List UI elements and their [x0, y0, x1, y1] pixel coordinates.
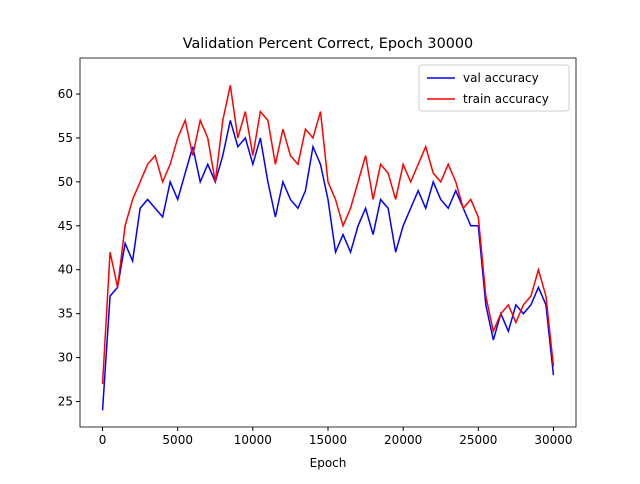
x-tick-label: 0 [99, 433, 107, 447]
y-tick-label: 60 [58, 87, 73, 101]
line-series [101, 85, 555, 384]
x-tick-label: 15000 [309, 433, 347, 447]
y-tick-label: 55 [58, 131, 73, 145]
x-tick-label: 20000 [384, 433, 422, 447]
y-tick-label: 25 [58, 395, 73, 409]
x-tick-label: 30000 [534, 433, 572, 447]
y-tick-label: 35 [58, 307, 73, 321]
x-tick-label: 10000 [234, 433, 272, 447]
x-axis-label: Epoch [310, 456, 347, 470]
y-tick-label: 40 [58, 263, 73, 277]
plot-frame [79, 57, 577, 428]
y-tick-label: 30 [58, 351, 73, 365]
line-series [101, 120, 555, 411]
legend-label: val accuracy [463, 71, 539, 85]
legend-label: train accuracy [463, 92, 549, 106]
x-tick-label: 5000 [162, 433, 193, 447]
y-tick-label: 50 [58, 175, 73, 189]
x-tick-label: 25000 [459, 433, 497, 447]
y-tick-label: 45 [58, 219, 73, 233]
chart-title: Validation Percent Correct, Epoch 30000 [183, 36, 473, 52]
legend-box [418, 64, 570, 112]
